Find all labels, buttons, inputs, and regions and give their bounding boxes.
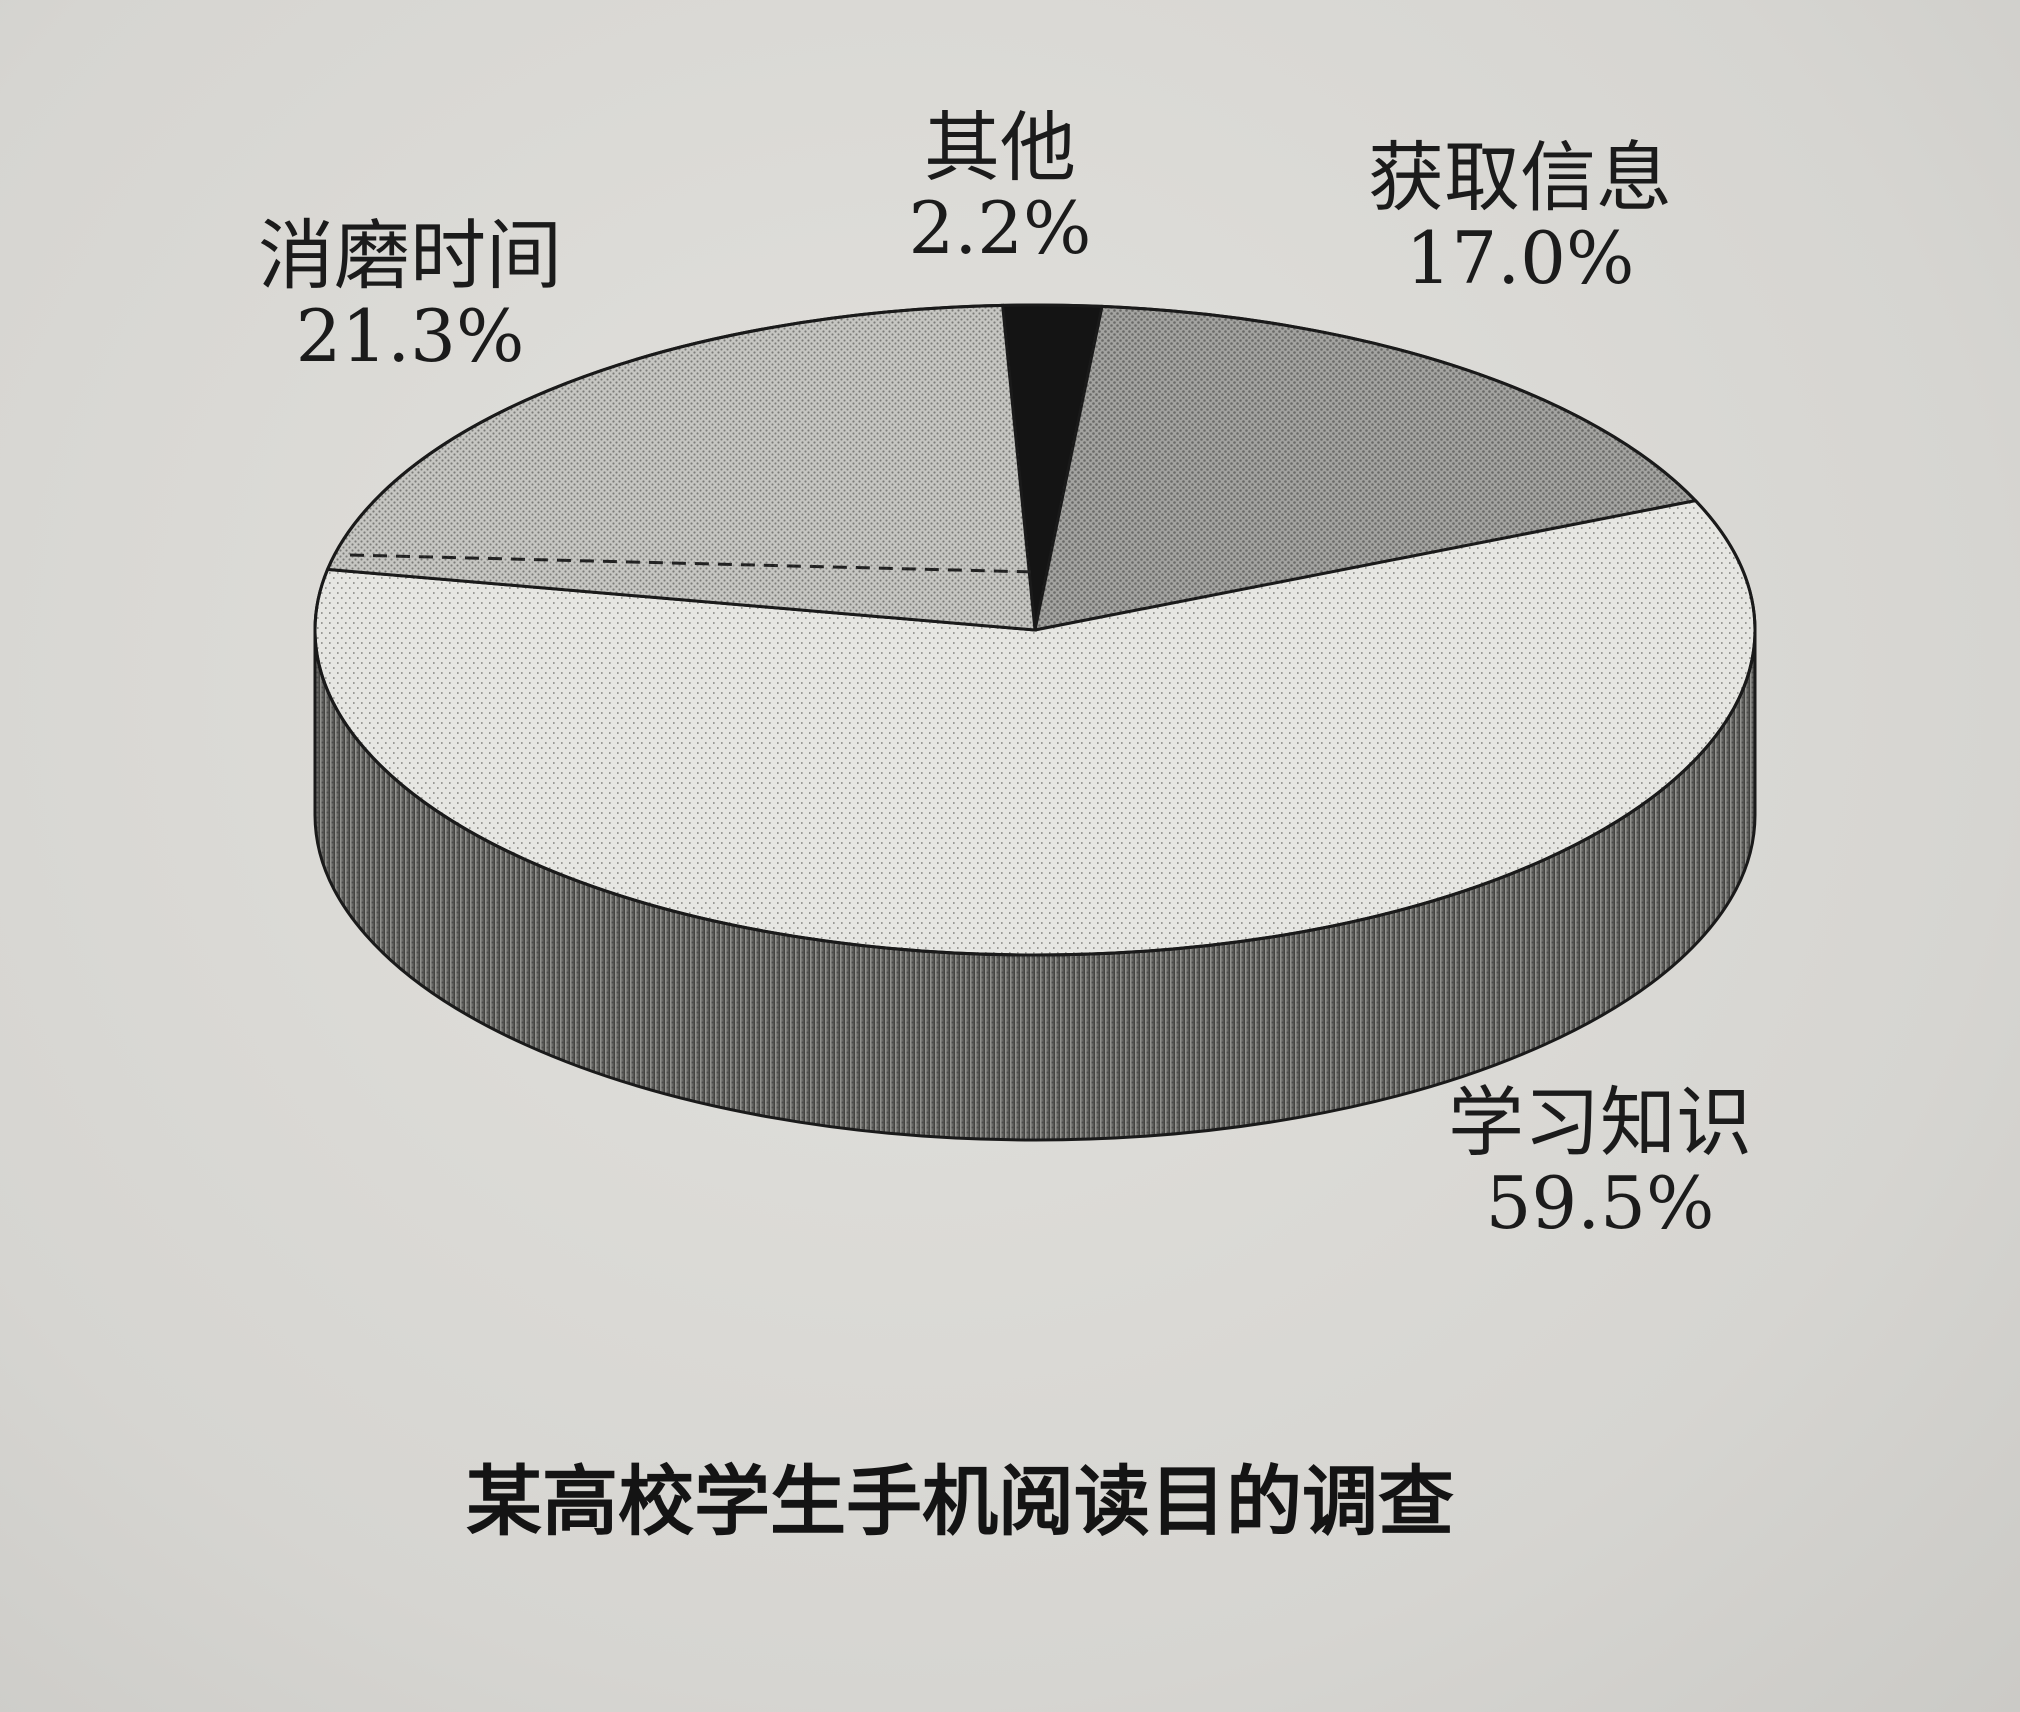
label-other-value: 2.2% [908, 186, 1092, 270]
label-info-value: 17.0% [1405, 216, 1635, 300]
label-learn-value: 59.5% [1485, 1161, 1715, 1245]
label-kill-time-name: 消磨时间 [258, 211, 562, 300]
label-kill-time: 消磨时间 21.3% [190, 211, 630, 378]
label-info: 获取信息 17.0% [1300, 133, 1740, 300]
pie-top [313, 303, 1757, 957]
chart-title: 某高校学生手机阅读目的调查 [466, 1457, 1454, 1546]
label-other: 其他 2.2% [880, 103, 1120, 270]
label-info-name: 获取信息 [1368, 133, 1672, 222]
label-learn: 学习知识 59.5% [1380, 1078, 1820, 1245]
pie-top-outline [313, 303, 1757, 957]
label-learn-name: 学习知识 [1448, 1078, 1752, 1167]
label-kill-time-value: 21.3% [295, 294, 525, 378]
label-other-name: 其他 [924, 103, 1076, 192]
